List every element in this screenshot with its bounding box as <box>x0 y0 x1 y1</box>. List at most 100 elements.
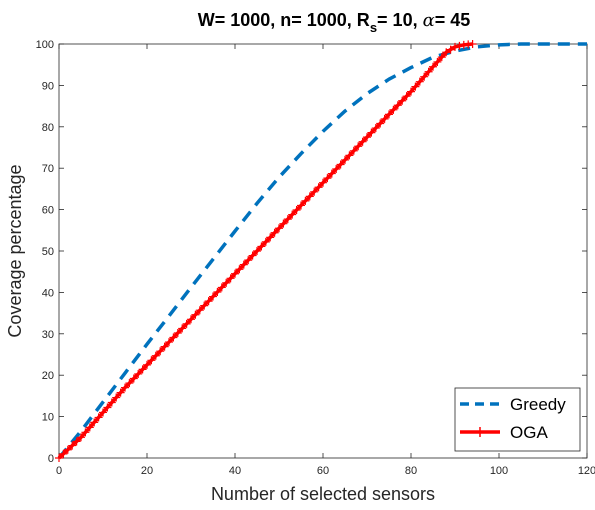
series-oga-point <box>345 151 354 160</box>
series-oga-point <box>358 137 367 146</box>
series-oga-point <box>169 333 178 342</box>
series-oga-point <box>68 441 77 450</box>
series-oga-point <box>231 269 239 278</box>
x-tick-label: 120 <box>578 465 595 477</box>
series-oga-point <box>151 351 160 360</box>
series-oga-point <box>275 224 283 233</box>
series-oga-point <box>204 297 213 306</box>
series-oga-point <box>376 119 385 128</box>
y-tick-label: 60 <box>42 205 54 217</box>
series-oga-point <box>222 278 231 287</box>
series-oga-point <box>195 306 204 315</box>
series-oga-point <box>173 328 182 337</box>
series-oga-point <box>451 42 459 51</box>
series-oga-point <box>279 219 288 228</box>
series-oga-point <box>266 233 275 242</box>
y-axis-ticks: 0 10 20 30 40 50 60 70 80 90 100 <box>36 39 587 465</box>
series-oga-point <box>310 187 319 196</box>
x-tick-label: 60 <box>317 465 329 477</box>
series-oga-point <box>385 110 393 119</box>
series-oga-point <box>103 403 112 412</box>
series-greedy-line <box>57 42 587 460</box>
series-oga-point <box>420 72 429 81</box>
legend-box <box>454 387 581 452</box>
series-oga-point <box>191 310 200 319</box>
series-oga-point <box>77 433 85 442</box>
series-oga-point <box>217 283 226 292</box>
series-oga-point <box>63 445 72 454</box>
series-oga-point <box>182 319 191 328</box>
series-oga-point <box>332 165 341 174</box>
series-oga-point <box>112 393 121 402</box>
series-oga-point <box>341 155 349 164</box>
series-oga-point <box>389 105 398 114</box>
series-oga-point <box>116 388 125 397</box>
series-oga-point <box>371 124 380 133</box>
series-oga-point <box>468 40 477 48</box>
series-oga-point <box>411 82 420 91</box>
series-oga-point <box>446 45 455 54</box>
series-oga-point <box>270 228 279 237</box>
x-tick-label: 100 <box>490 465 508 477</box>
legend-greedy-label: Greedy <box>510 395 566 414</box>
chart-title-prefix: W= 1000, n= 1000, R <box>198 10 370 30</box>
series-oga-point <box>393 101 402 110</box>
y-tick-label: 20 <box>42 370 54 382</box>
series-oga-point <box>178 324 187 333</box>
chart-title-subscript: s <box>370 20 377 35</box>
series-oga-point <box>437 53 446 62</box>
series-oga-point <box>94 413 103 422</box>
series-oga-point <box>398 96 407 105</box>
series-oga-point <box>336 160 345 169</box>
x-tick-label: 40 <box>229 465 241 477</box>
y-tick-label: 70 <box>42 163 54 175</box>
y-tick-label: 40 <box>42 287 54 299</box>
y-tick-label: 30 <box>42 329 54 341</box>
series-oga-point <box>107 398 116 407</box>
series-oga-point <box>125 379 134 388</box>
y-tick-label: 90 <box>42 80 54 92</box>
series-oga-point <box>288 210 297 219</box>
series-oga-point <box>415 77 424 86</box>
series-oga-point <box>160 342 169 351</box>
series-oga-point <box>99 408 107 417</box>
series-oga-point <box>90 418 99 427</box>
series-oga-point <box>55 454 63 462</box>
series-oga-point <box>257 242 266 251</box>
series-oga-point <box>327 169 336 178</box>
y-axis-label: Coverage percentage <box>5 164 25 337</box>
series-oga-point <box>354 142 363 151</box>
series-oga-point <box>323 174 332 183</box>
legend-oga-marker <box>475 427 485 437</box>
series-oga-point <box>213 287 222 296</box>
y-tick-label: 50 <box>42 246 54 258</box>
series-oga-point <box>121 383 129 392</box>
series-oga-point <box>244 256 253 265</box>
series-oga-point <box>292 206 301 215</box>
series-oga-markers <box>55 40 477 462</box>
series-oga-point <box>301 196 310 205</box>
series-oga-point <box>442 48 451 57</box>
series-oga-point <box>187 315 195 324</box>
series-oga-point <box>319 178 327 187</box>
series-oga-point <box>297 201 305 210</box>
chart-title: W= 1000, n= 1000, Rs= 10, α= 45 <box>198 10 471 35</box>
series-oga-point <box>248 251 257 260</box>
legend-oga-label: OGA <box>510 423 548 442</box>
series-oga-point <box>402 92 411 101</box>
chart-title-mid: = 10, <box>377 10 423 30</box>
y-tick-label: 0 <box>48 453 54 465</box>
series-oga-point <box>143 360 151 369</box>
series-oga-point <box>424 67 433 76</box>
series-oga-point <box>407 87 415 96</box>
series-oga-point <box>455 41 464 50</box>
series-oga-point <box>429 62 437 71</box>
series-oga-point <box>226 274 235 283</box>
series-oga-point <box>314 183 323 192</box>
series-oga-point <box>85 423 94 432</box>
x-axis-label: Number of selected sensors <box>211 484 435 504</box>
series-oga-point <box>305 192 314 201</box>
series-oga-point <box>200 301 209 310</box>
series-oga-point <box>363 133 371 142</box>
series-oga-point <box>239 260 248 269</box>
